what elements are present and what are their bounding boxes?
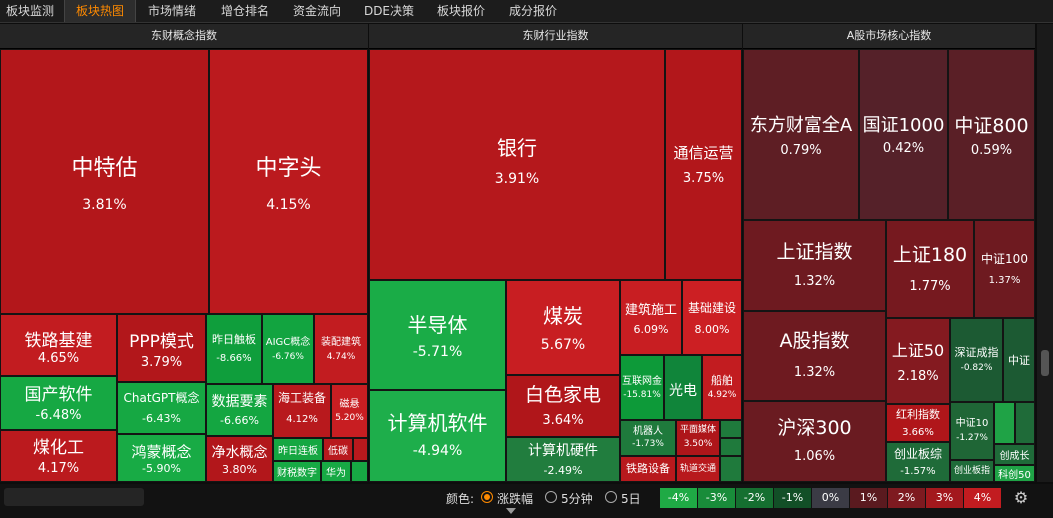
gear-icon[interactable]: ⚙ — [1013, 488, 1029, 507]
legend-pos4: 4% — [964, 488, 1001, 508]
tab-component-quote[interactable]: 成分报价 — [508, 4, 557, 18]
tile-hulianwangluo[interactable]: 互联网金 -15.81% — [620, 355, 664, 420]
radio-5min-label[interactable]: 5分钟 — [561, 492, 593, 506]
tile-aigc[interactable]: AIGC概念 -6.76% — [262, 314, 314, 384]
tile-chuangchengzhang[interactable]: 创成长 — [994, 444, 1035, 465]
tile-jiqiren[interactable]: 机器人 -1.73% — [620, 420, 676, 456]
tab-sector-monitor[interactable]: 板块监测 — [5, 4, 54, 18]
tile-jichujianshe[interactable]: 基础建设 8.00% — [682, 280, 742, 355]
legend-neg2: -2% — [736, 488, 773, 508]
tile-tieshebei[interactable]: 铁路设备 — [620, 456, 676, 482]
tile-cibei[interactable]: 磁悬 5.20% — [331, 384, 368, 438]
tile-zhongzheng100[interactable]: 中证100 1.37% — [974, 220, 1035, 318]
tile-husheng300[interactable]: 沪深300 1.06% — [743, 401, 886, 482]
tile-huawei[interactable]: 华为 — [321, 461, 351, 482]
collapse-caret-icon[interactable] — [506, 508, 516, 514]
radio-5day-label[interactable]: 5日 — [621, 492, 641, 506]
section-title-industry: 东财行业指数 — [369, 24, 742, 49]
tile-yinhang[interactable]: 银行 3.91% — [369, 49, 665, 280]
tab-fund-flow[interactable]: 资金流向 — [292, 4, 341, 18]
tile-tielujijian[interactable]: 铁路基建 4.65% — [0, 314, 117, 376]
tile-meihuagong[interactable]: 煤化工 4.17% — [0, 430, 117, 482]
tab-sector-heatmap[interactable]: 板块热图 — [64, 0, 136, 22]
tile-baisejiadian[interactable]: 白色家电 3.64% — [506, 375, 620, 437]
tile-pingmianmeiti[interactable]: 平面媒体 3.50% — [676, 420, 720, 456]
section-title-core-index: A股市场核心指数 — [743, 24, 1035, 49]
tile-tongxinyunying[interactable]: 通信运营 3.75% — [665, 49, 742, 280]
legend-neg3: -3% — [698, 488, 735, 508]
legend-neg1: -1% — [774, 488, 811, 508]
tile-hongmeng[interactable]: 鸿蒙概念 -5.90% — [117, 434, 206, 482]
tile-shujuyaosu[interactable]: 数据要素 -6.66% — [206, 384, 273, 436]
legend-pos2: 2% — [888, 488, 925, 508]
tile-zuorilianban[interactable]: 昨日连板 — [273, 438, 323, 461]
tile-guochanruanjian[interactable]: 国产软件 -6.48% — [0, 376, 117, 430]
tile-caishuishuzi[interactable]: 财税数字 — [273, 461, 321, 482]
tile-guidaojiaotong[interactable]: 轨道交通 — [676, 456, 720, 482]
legend-pos3: 3% — [926, 488, 963, 508]
tile-unnamed-1[interactable] — [353, 438, 368, 461]
tile-chuangyebanzong[interactable]: 创业板综 -1.57% — [886, 442, 950, 482]
tile-ditan[interactable]: 低碳 — [323, 438, 353, 461]
tile-jingshui[interactable]: 净水概念 3.80% — [206, 436, 273, 482]
tile-zuorichuban[interactable]: 昨日触板 -8.66% — [206, 314, 262, 384]
tab-bar: 板块监测 板块热图 市场情绪 增仓排名 资金流向 DDE决策 板块报价 成分报价 — [0, 0, 1053, 23]
tile-zhuangpeijianzhu[interactable]: 装配建筑 4.74% — [314, 314, 368, 384]
tile-shenzhengchengzhi[interactable]: 深证成指 -0.82% — [950, 318, 1003, 402]
tile-unnamed-4[interactable] — [720, 438, 742, 456]
tab-market-sentiment[interactable]: 市场情绪 — [147, 4, 196, 18]
radio-5day[interactable] — [605, 491, 617, 503]
tile-zhongteigu[interactable]: 中特估 3.81% — [0, 49, 209, 314]
tile-zhongzheng800[interactable]: 中证800 0.59% — [948, 49, 1035, 220]
blurred-region — [4, 488, 144, 506]
tile-zhongzitou[interactable]: 中字头 4.15% — [209, 49, 368, 314]
section-title-concept: 东财概念指数 — [0, 24, 368, 49]
legend-neg4: -4% — [660, 488, 697, 508]
tile-chuangyebanzhi[interactable]: 创业板指 — [950, 460, 994, 482]
tile-hongli[interactable]: 红利指数 3.66% — [886, 404, 950, 442]
tile-dongfangcaifu[interactable]: 东方财富全A 0.79% — [743, 49, 859, 220]
tile-kechuang50[interactable]: 科创50 — [994, 465, 1035, 482]
radio-5min[interactable] — [545, 491, 557, 503]
tab-sector-quote[interactable]: 板块报价 — [436, 4, 485, 18]
tile-unnamed-6[interactable] — [994, 402, 1015, 444]
tile-agu[interactable]: A股指数 1.32% — [743, 311, 886, 401]
tile-jianzhushigong[interactable]: 建筑施工 6.09% — [620, 280, 682, 355]
tile-chuanbo[interactable]: 船舶 4.92% — [702, 355, 742, 420]
tile-guangdian[interactable]: 光电 — [664, 355, 702, 420]
tile-shangzhengzhishu[interactable]: 上证指数 1.32% — [743, 220, 886, 311]
tile-unnamed-7[interactable] — [1015, 402, 1035, 444]
tile-bandaoti[interactable]: 半导体 -5.71% — [369, 280, 506, 390]
legend-zero: 0% — [812, 488, 849, 508]
tile-unnamed-5[interactable] — [720, 456, 742, 482]
scrollbar-thumb[interactable] — [1041, 350, 1049, 376]
tile-haigongzhuangbei[interactable]: 海工装备 4.12% — [273, 384, 331, 438]
legend-pos1: 1% — [850, 488, 887, 508]
tile-ppp[interactable]: PPP模式 3.79% — [117, 314, 206, 382]
tile-jisuanjiyingjian[interactable]: 计算机硬件 -2.49% — [506, 437, 620, 482]
tile-shangzheng180[interactable]: 上证180 1.77% — [886, 220, 974, 318]
radio-change-pct[interactable] — [481, 491, 493, 503]
tab-position-rank[interactable]: 增仓排名 — [220, 4, 269, 18]
tile-unnamed-3[interactable] — [720, 420, 742, 438]
tab-dde[interactable]: DDE决策 — [363, 4, 415, 18]
color-mode-label: 颜色: — [446, 492, 475, 506]
tile-jisuanjiruanjian[interactable]: 计算机软件 -4.94% — [369, 390, 506, 482]
tile-guozheng1000[interactable]: 国证1000 0.42% — [859, 49, 948, 220]
tile-zhongzheng[interactable]: 中证 — [1003, 318, 1035, 402]
tile-shangzheng50[interactable]: 上证50 2.18% — [886, 318, 950, 404]
radio-change-pct-label[interactable]: 涨跌幅 — [497, 492, 534, 506]
vertical-scrollbar[interactable] — [1037, 24, 1053, 482]
tile-zhongzheng10[interactable]: 中证10 -1.27% — [950, 402, 994, 460]
tile-unnamed-2[interactable] — [351, 461, 368, 482]
tile-chatgpt[interactable]: ChatGPT概念 -6.43% — [117, 382, 206, 434]
tile-meitan[interactable]: 煤炭 5.67% — [506, 280, 620, 375]
